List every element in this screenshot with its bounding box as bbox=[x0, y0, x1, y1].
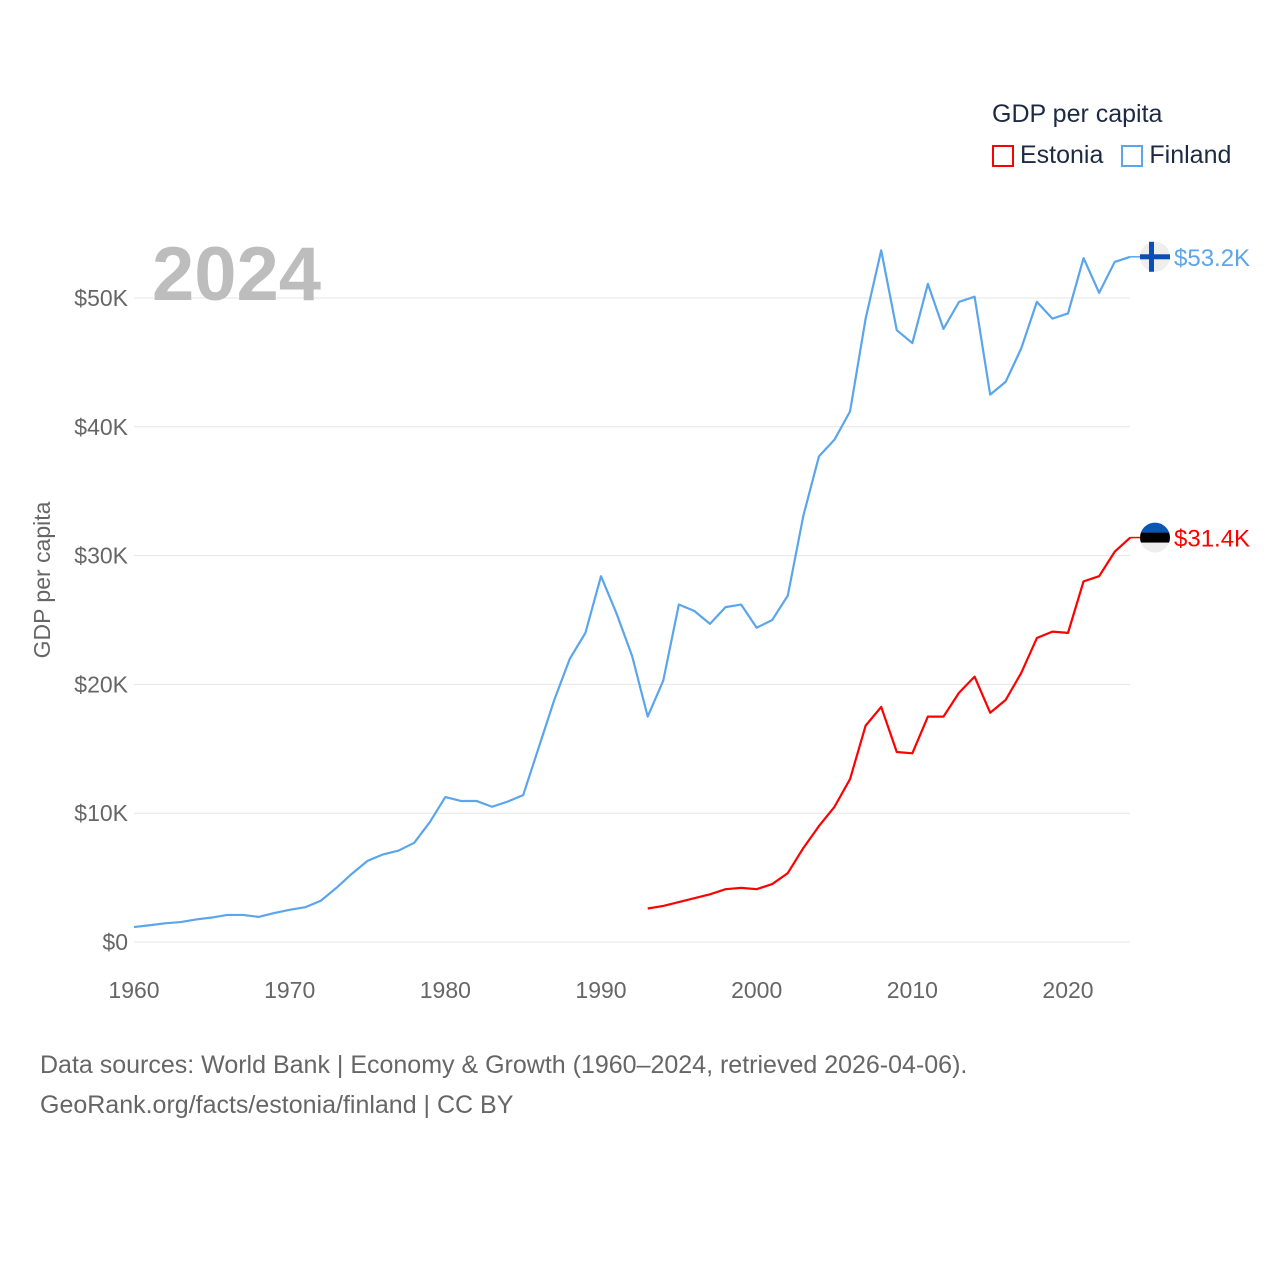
legend-item-finland[interactable]: Finland bbox=[1121, 141, 1231, 170]
finland-flag-cross-v bbox=[1149, 241, 1154, 272]
y-tick-label: $0 bbox=[102, 929, 128, 955]
y-tick-label: $20K bbox=[74, 671, 128, 697]
y-tick-label: $50K bbox=[74, 285, 128, 311]
legend-title: GDP per capita bbox=[992, 100, 1163, 128]
x-tick-label: 2020 bbox=[1042, 977, 1093, 1003]
finland-flag-cross-h bbox=[1140, 254, 1170, 260]
end-value-label-finland: $53.2K bbox=[1174, 245, 1250, 272]
legend-label-estonia: Estonia bbox=[1020, 141, 1104, 169]
x-tick-label: 1980 bbox=[420, 977, 471, 1003]
end-value-label-estonia: $31.4K bbox=[1174, 526, 1250, 553]
source-line-2[interactable]: GeoRank.org/facts/estonia/finland | CC B… bbox=[40, 1091, 514, 1119]
source-note: Data sources: World Bank | Economy & Gro… bbox=[40, 1045, 967, 1125]
x-tick-label: 2000 bbox=[731, 977, 782, 1003]
legend-item-estonia[interactable]: Estonia bbox=[992, 141, 1103, 170]
estonia-flag-black bbox=[1140, 532, 1170, 543]
legend-label-finland: Finland bbox=[1149, 141, 1232, 169]
source-line-1: Data sources: World Bank | Economy & Gro… bbox=[40, 1051, 968, 1079]
x-tick-label: 1970 bbox=[264, 977, 315, 1003]
estonia-swatch-icon bbox=[992, 144, 1014, 167]
estonia-flag-blue bbox=[1140, 522, 1170, 533]
y-tick-label: $40K bbox=[74, 414, 128, 440]
x-tick-label: 1990 bbox=[575, 977, 626, 1003]
finland-swatch-icon bbox=[1121, 144, 1144, 167]
series-line-estonia[interactable] bbox=[647, 536, 1132, 910]
year-label: 2024 bbox=[152, 232, 321, 317]
y-tick-label: $10K bbox=[74, 800, 128, 826]
y-axis-label: GDP per capita bbox=[29, 501, 55, 658]
series-line-finland[interactable] bbox=[133, 249, 1131, 929]
legend: GDP per capita Estonia Finland bbox=[992, 100, 1231, 170]
y-tick-label: $30K bbox=[74, 543, 128, 569]
x-tick-label: 2010 bbox=[887, 977, 938, 1003]
x-tick-label: 1960 bbox=[108, 977, 159, 1003]
